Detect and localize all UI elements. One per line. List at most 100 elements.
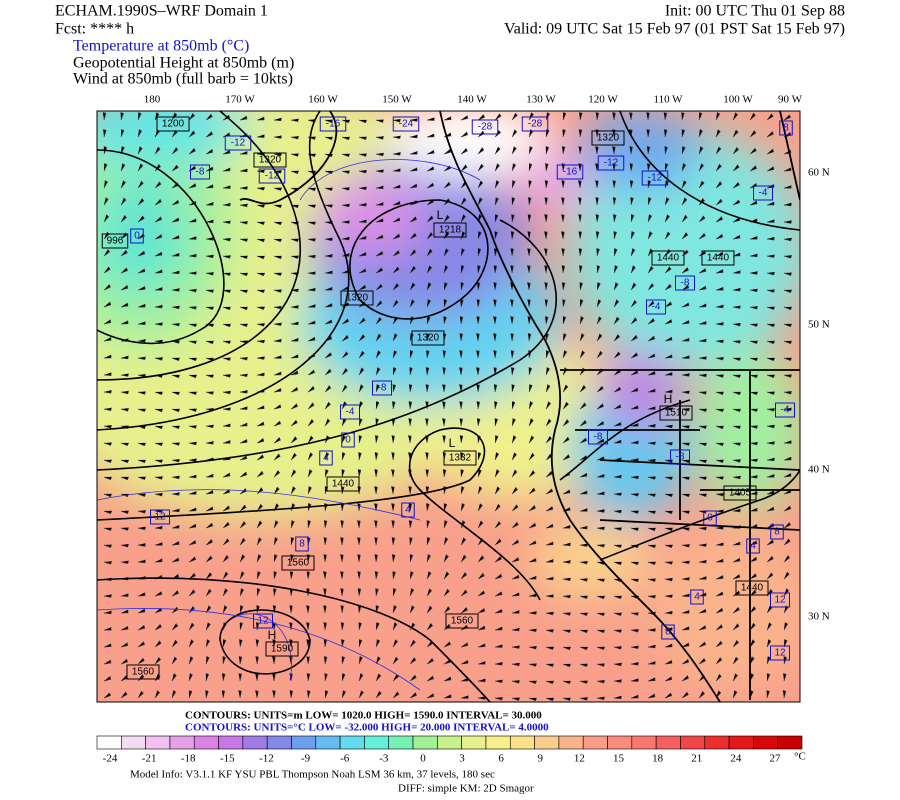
height-label: 996 — [107, 236, 124, 247]
colorbar-swatch — [558, 735, 584, 750]
temperature-label-box — [670, 449, 690, 465]
temperature-label-box — [372, 380, 392, 396]
temperature-label: -12 — [648, 173, 663, 184]
colorbar-label: 3 — [459, 753, 465, 765]
temperature-label-box — [641, 170, 669, 186]
field-label: Geopotential Height at 850mb (m) — [73, 55, 294, 72]
temperature-label: -28 — [478, 122, 493, 133]
temperature-label: -12 — [604, 158, 619, 169]
temperature-label: -12 — [231, 138, 246, 149]
colorbar-label: -12 — [259, 753, 274, 765]
height-label: 1218 — [439, 225, 462, 236]
temperature-label-box — [521, 116, 549, 132]
temperature-label: -8 — [378, 383, 387, 394]
colorbar-label: 27 — [770, 753, 782, 765]
height-label: 1200 — [162, 119, 185, 130]
height-label-box — [265, 641, 299, 657]
pressure-center: H — [664, 392, 673, 406]
height-label-box — [723, 485, 757, 501]
height-label-box — [445, 613, 479, 629]
temperature-label: 12 — [774, 595, 786, 606]
colorbar-swatch — [485, 735, 511, 750]
temperature-label-box — [597, 155, 625, 171]
colorbar-unit: °C — [794, 751, 806, 763]
colorbar-swatch — [266, 735, 292, 750]
height-label-box — [253, 152, 287, 168]
temperature-label-box — [775, 402, 795, 418]
colorbar-swatch — [631, 735, 657, 750]
colorbar-swatch — [680, 735, 706, 750]
colorbar-swatch — [169, 735, 195, 750]
temperature-label-box — [392, 116, 420, 132]
temperature-label: 0 — [345, 435, 351, 446]
colorbar-swatch — [96, 735, 122, 750]
colorbar-swatch — [388, 735, 414, 750]
longitude-label: 170 W — [225, 94, 255, 106]
colorbar-swatch — [193, 735, 219, 750]
temperature-label: -8 — [594, 432, 603, 443]
height-label: 1590 — [271, 644, 294, 655]
temperature-label: 12 — [154, 512, 166, 523]
colorbar-swatch — [364, 735, 390, 750]
colorbar-swatch — [607, 735, 633, 750]
field-label: Temperature at 850mb (°C) — [73, 38, 249, 55]
height-label: 1440 — [741, 583, 764, 594]
longitude-label: 110 W — [653, 94, 683, 106]
colorbar-label: 0 — [420, 753, 426, 765]
map-frame — [96, 110, 801, 703]
height-label-box — [701, 250, 735, 266]
temperature-label: 0 — [707, 513, 713, 524]
pressure-center: L — [437, 208, 444, 222]
temperature-label-box — [150, 509, 170, 525]
map-area: 1200132099612181320132013321440156015601… — [97, 111, 800, 702]
temperature-label-box — [319, 116, 347, 132]
height-label-box — [281, 555, 315, 571]
valid-time: Valid: 09 UTC Sat 15 Feb 97 (01 PST Sat … — [504, 21, 845, 38]
temperature-label: -8 — [196, 167, 205, 178]
height-label: 1320 — [597, 133, 620, 144]
temperature-label-box — [340, 404, 360, 420]
longitude-label: 120 W — [588, 94, 618, 106]
height-label-box — [126, 664, 160, 680]
colorbar-label: 24 — [730, 753, 742, 765]
height-label: 1320 — [346, 293, 369, 304]
temperature-label: 8 — [774, 527, 780, 538]
temperature-label-box — [224, 135, 252, 151]
colorbar-swatch — [728, 735, 754, 750]
colorbar-label: 18 — [652, 753, 664, 765]
colorbar-swatch — [777, 735, 803, 750]
model-title: ECHAM.1990S–WRF Domain 1 — [55, 3, 268, 20]
temperature-label-box — [646, 299, 666, 315]
colorbar-label: -21 — [142, 753, 157, 765]
temperature-label-box — [661, 624, 675, 640]
colorbar-label: 12 — [574, 753, 585, 765]
height-label-box — [735, 580, 769, 596]
height-contour-info: CONTOURS: UNITS=m LOW= 1020.0 HIGH= 1590… — [185, 710, 542, 722]
temperature-label: -28 — [528, 119, 543, 130]
colorbar-label: -3 — [379, 753, 389, 765]
colorbar-swatch — [437, 735, 462, 750]
colorbar-swatch — [121, 735, 146, 750]
temperature-label: 8 — [299, 539, 305, 550]
colorbar-swatch — [461, 735, 487, 750]
height-label: 1510 — [665, 408, 688, 419]
temperature-label: 4 — [750, 541, 756, 552]
height-label-box — [443, 450, 477, 466]
height-label-box — [433, 222, 467, 238]
temperature-label-box — [556, 164, 584, 180]
temperature-label-box — [770, 592, 790, 608]
temperature-label-box — [319, 450, 333, 466]
latitude-label: 30 N — [808, 611, 830, 623]
colorbar-label: 9 — [538, 753, 544, 765]
pressure-center: L — [449, 436, 456, 450]
height-label: 1320 — [259, 155, 282, 166]
temperature-label: 8 — [665, 627, 671, 638]
temperature-label: 12 — [774, 648, 786, 659]
temperature-label-box — [295, 536, 309, 552]
field-label: Wind at 850mb (full barb = 10kts) — [73, 71, 293, 88]
temperature-label-box — [258, 168, 286, 184]
temperature-label-box — [703, 510, 717, 526]
colorbar-swatch — [242, 735, 268, 750]
latitude-label: 50 N — [808, 319, 830, 331]
temperature-label: -4 — [759, 188, 768, 199]
